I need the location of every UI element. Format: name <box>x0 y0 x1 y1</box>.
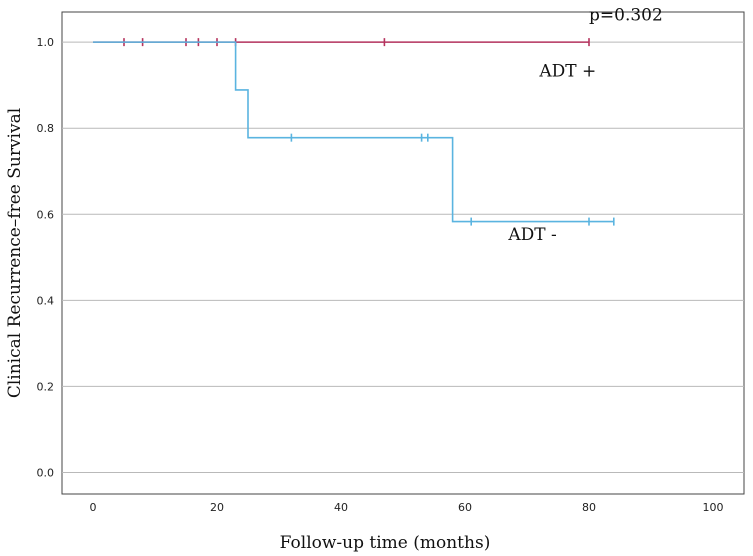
y-tick-label: 0.8 <box>37 122 55 135</box>
y-tick-label: 1.0 <box>37 36 55 49</box>
x-tick-label: 40 <box>334 501 348 514</box>
annotations: p=0.302 ADT + ADT - <box>507 6 662 245</box>
survival-curves <box>93 38 615 226</box>
x-tick-label: 80 <box>582 501 596 514</box>
y-axis-ticks: 0.0 0.2 0.4 0.6 0.8 1.0 <box>37 36 55 479</box>
y-tick-label: 0.2 <box>37 380 55 393</box>
y-tick-label: 0.0 <box>37 466 55 479</box>
annotation-label: ADT + <box>538 62 596 82</box>
y-tick-label: 0.4 <box>37 294 55 307</box>
x-axis-title: Follow-up time (months) <box>280 533 491 553</box>
series-1 <box>93 41 615 226</box>
x-tick-label: 0 <box>90 501 97 514</box>
x-tick-label: 20 <box>210 501 224 514</box>
x-axis-ticks: 0 20 40 60 80 100 <box>90 501 724 514</box>
y-axis-title: Clinical Recurrence–free Survival <box>5 108 25 398</box>
gridlines <box>62 41 744 473</box>
annotation-label: ADT - <box>507 225 556 245</box>
y-tick-label: 0.6 <box>37 208 55 221</box>
x-tick-label: 60 <box>458 501 472 514</box>
x-tick-label: 100 <box>703 501 724 514</box>
plot-frame <box>61 11 745 495</box>
annotation-label: p=0.302 <box>589 6 663 26</box>
survival-curve-line <box>93 41 614 223</box>
